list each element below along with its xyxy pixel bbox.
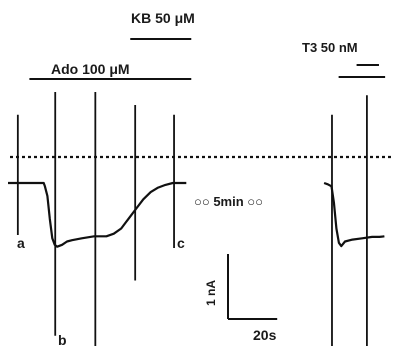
point-label-c: c bbox=[177, 235, 185, 251]
gap-label: ○○ 5min ○○ bbox=[194, 194, 263, 209]
kb-label: KB 50 μM bbox=[131, 10, 195, 26]
current-scale-label: 1 nA bbox=[204, 280, 218, 306]
current-trace-2 bbox=[323, 181, 385, 248]
time-scale-label: 20s bbox=[253, 327, 277, 343]
point-label-b: b bbox=[58, 332, 67, 346]
t3-label: T3 50 nM bbox=[302, 40, 358, 55]
point-label-a: a bbox=[17, 235, 25, 251]
ado-label: Ado 100 μM bbox=[51, 61, 130, 77]
current-trace-1 bbox=[8, 181, 187, 248]
